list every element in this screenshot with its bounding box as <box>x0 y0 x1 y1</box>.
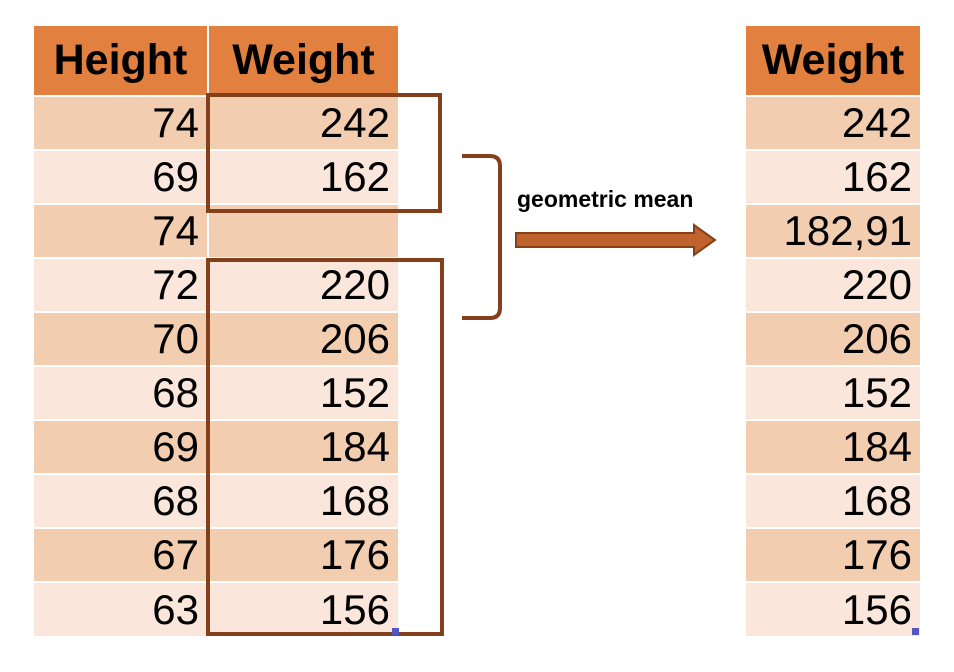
weight-cell: 242 <box>746 95 920 150</box>
source-data-table: Height Weight 74 242 69 162 74 72 220 70… <box>34 26 398 636</box>
weight-cell: 152 <box>207 365 398 420</box>
table-row: 162 <box>746 149 920 204</box>
height-cell: 72 <box>34 257 208 312</box>
operation-label: geometric mean <box>517 186 694 212</box>
table-row: 74 <box>34 203 398 258</box>
imputed-weight-cell: 182,91 <box>746 203 920 258</box>
weight-cell: 156 <box>207 581 398 636</box>
weight-cell: 220 <box>207 257 398 312</box>
table-row: 74 242 <box>34 95 398 150</box>
weight-cell: 206 <box>207 311 398 366</box>
height-cell: 74 <box>34 203 208 258</box>
weight-cell: 162 <box>207 149 398 204</box>
table-row: 242 <box>746 95 920 150</box>
table-row: 69 162 <box>34 149 398 204</box>
result-data-table: Weight 242 162 182,91 220 206 152 184 16… <box>746 26 920 636</box>
height-cell: 63 <box>34 581 208 636</box>
weight-cell: 168 <box>746 473 920 528</box>
selection-handle-icon[interactable] <box>912 628 919 635</box>
column-header-weight: Weight <box>207 26 398 96</box>
height-cell: 67 <box>34 527 208 582</box>
column-header-weight: Weight <box>746 26 920 96</box>
weight-cell: 168 <box>207 473 398 528</box>
table-row: 70 206 <box>34 311 398 366</box>
table-row: 68 152 <box>34 365 398 420</box>
source-header-row: Height Weight <box>34 26 398 96</box>
weight-cell: 220 <box>746 257 920 312</box>
imputation-annotation <box>462 154 717 320</box>
height-cell: 70 <box>34 311 208 366</box>
table-row: 67 176 <box>34 527 398 582</box>
table-row: 176 <box>746 527 920 582</box>
weight-cell: 242 <box>207 95 398 150</box>
weight-cell: 176 <box>746 527 920 582</box>
group-outline-above-missing <box>206 93 442 213</box>
table-row: 168 <box>746 473 920 528</box>
table-row: 68 168 <box>34 473 398 528</box>
group-outline-below-missing <box>206 258 444 636</box>
height-cell: 68 <box>34 365 208 420</box>
height-cell: 68 <box>34 473 208 528</box>
table-row: 156 <box>746 581 920 636</box>
height-cell: 74 <box>34 95 208 150</box>
result-header-row: Weight <box>746 26 920 96</box>
table-row: 206 <box>746 311 920 366</box>
table-row: 182,91 <box>746 203 920 258</box>
weight-cell: 156 <box>746 581 920 636</box>
table-row: 152 <box>746 365 920 420</box>
table-row: 184 <box>746 419 920 474</box>
height-cell: 69 <box>34 419 208 474</box>
table-row: 220 <box>746 257 920 312</box>
weight-cell: 176 <box>207 527 398 582</box>
bracket-shape <box>462 154 502 320</box>
weight-cell-missing <box>207 203 398 258</box>
column-header-height: Height <box>34 26 208 96</box>
height-cell: 69 <box>34 149 208 204</box>
weight-cell: 206 <box>746 311 920 366</box>
table-row: 69 184 <box>34 419 398 474</box>
weight-cell: 184 <box>207 419 398 474</box>
weight-cell: 162 <box>746 149 920 204</box>
weight-cell: 184 <box>746 419 920 474</box>
table-row: 72 220 <box>34 257 398 312</box>
selection-handle-icon[interactable] <box>392 628 399 635</box>
weight-cell: 152 <box>746 365 920 420</box>
arrow-right-icon <box>515 223 717 257</box>
table-row: 63 156 <box>34 581 398 636</box>
